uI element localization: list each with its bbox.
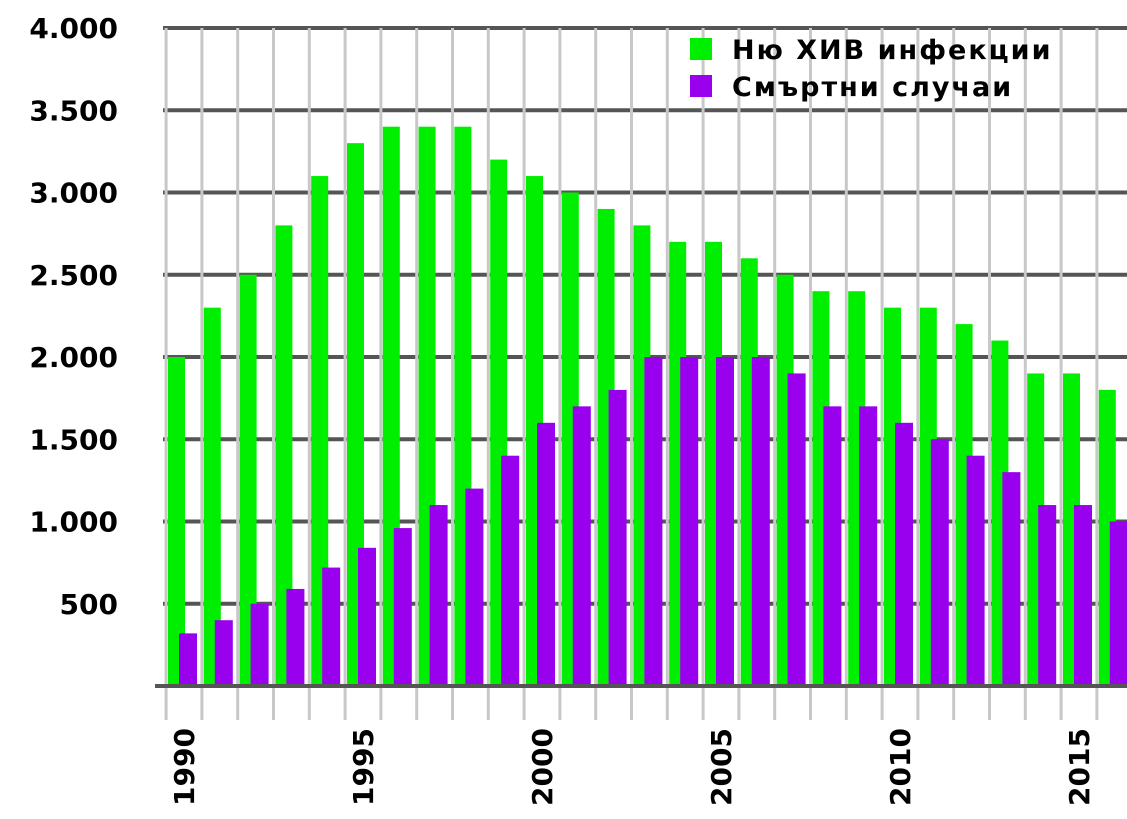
x-tick-label: 2010 [884,728,917,806]
x-tick-label: 2000 [526,728,559,806]
bar-deaths-1991 [214,620,233,686]
bar-deaths-2004 [680,357,699,686]
bar-new-infections-1994 [311,176,329,687]
bar-deaths-2009 [859,406,878,686]
bar-deaths-1994 [322,567,341,686]
bar-deaths-2005 [716,357,734,686]
y-tick-label: 2.000 [29,341,118,374]
bar-deaths-2016 [1109,521,1127,686]
bars-layer [168,126,1127,687]
bar-deaths-2007 [787,373,806,686]
legend: Ню ХИВ инфекции Смъртни случаи [690,35,1053,103]
bar-deaths-1999 [501,455,520,686]
bar-deaths-2014 [1038,505,1057,686]
bar-deaths-1995 [358,547,376,686]
y-tick-label: 4.000 [29,12,118,45]
y-tick-label: 1.500 [29,423,118,456]
bar-deaths-2003 [644,357,663,686]
y-tick-label: 3.500 [29,94,118,127]
bar-deaths-1992 [250,603,269,686]
legend-swatch-deaths [690,75,712,97]
legend-label-new-infections: Ню ХИВ инфекции [732,35,1053,66]
y-tick-label: 1.000 [29,506,118,539]
y-tick-label: 3.000 [29,177,118,210]
bar-deaths-1997 [429,505,448,686]
bar-deaths-2002 [608,389,627,686]
bar-deaths-2012 [966,455,985,686]
bar-deaths-2008 [823,406,842,686]
bar-new-infections-1993 [275,225,293,686]
bar-new-infections-1990 [168,357,185,686]
bar-deaths-2013 [1002,472,1021,686]
x-tick-label: 1990 [168,728,201,806]
bar-deaths-1990 [179,633,197,686]
bar-deaths-1993 [286,588,305,686]
y-tick-label: 500 [60,588,118,621]
axis-layer: 500 1.000 1.500 2.000 2.500 3.000 3.500 4.000 19… [29,12,1127,806]
x-tick-label: 1995 [347,728,380,806]
bar-deaths-1996 [393,528,412,686]
bar-new-infections-1992 [239,274,257,686]
legend-swatch-new-infections [690,38,712,60]
bar-deaths-2015 [1074,505,1092,686]
x-tick-label: 2005 [705,728,738,806]
bar-new-infections-1991 [203,307,221,686]
y-tick-label: 2.500 [29,259,118,292]
bar-deaths-2001 [572,406,591,686]
bar-deaths-2000 [537,422,555,686]
legend-label-deaths: Смъртни случаи [732,72,1013,103]
bar-deaths-2010 [895,422,913,686]
x-tick-label: 2015 [1063,728,1096,806]
bar-deaths-2006 [751,357,770,686]
bar-deaths-1998 [465,488,484,686]
bar-deaths-2011 [930,439,949,686]
